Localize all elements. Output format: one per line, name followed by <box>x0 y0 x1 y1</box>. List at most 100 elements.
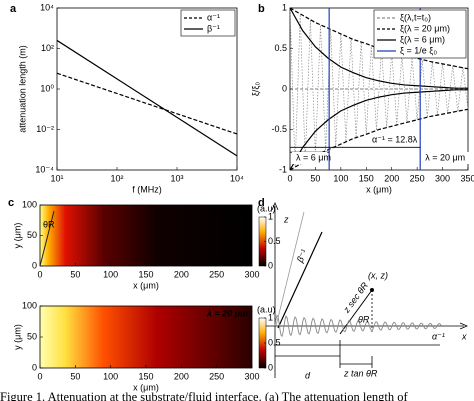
series-line <box>56 39 238 157</box>
colorbar-tick-label: 0.5 <box>268 337 281 347</box>
x-tick-label: 300 <box>244 371 259 381</box>
colorbar-unit: (a.u) <box>257 304 276 314</box>
legend-box <box>180 9 236 37</box>
x-axis-label: f (MHz) <box>132 184 162 194</box>
annotation-box <box>292 152 328 164</box>
series-line <box>56 72 238 135</box>
x-tick-label: 10¹ <box>50 173 63 183</box>
y-tick-label: 10⁻² <box>36 124 54 134</box>
x-axis-label: x (μm) <box>133 382 159 392</box>
angle-label: θR <box>43 219 55 229</box>
beta-label: β⁻¹ <box>294 248 309 265</box>
y-tick-label: 100 <box>22 300 37 310</box>
legend-label: ξ(λ = 20 μm) <box>400 23 450 33</box>
y-tick-label: 10⁰ <box>40 83 54 93</box>
colorbar-unit: (a.u) <box>257 203 276 213</box>
annotation: λ = 6 μm <box>296 152 331 162</box>
x-tick-label: 0 <box>287 173 292 183</box>
x-tick-label: 250 <box>209 269 224 279</box>
series-line <box>289 89 468 171</box>
y-axis-label: y (μm) <box>12 324 22 350</box>
x-tick-label: 50 <box>310 173 320 183</box>
x-axis-label: x (μm) <box>133 280 159 290</box>
point <box>370 288 374 292</box>
y-tick-label: 0 <box>282 83 287 93</box>
arrow <box>459 322 469 330</box>
x-tick-label: 10³ <box>170 173 183 183</box>
x-tick-label: 250 <box>410 173 425 183</box>
legend-label: ξ(λ,t=t₀) <box>400 12 431 22</box>
x-tick-label: 100 <box>333 173 348 183</box>
heatmap-label: λ = 20 μm <box>206 308 248 318</box>
tan-label: z tan θR <box>343 368 378 378</box>
theta-label: θR <box>358 314 370 324</box>
panel-label: b <box>258 3 265 15</box>
heatmap-label: λ = 6 μm <box>211 207 248 217</box>
x-tick-label: 10² <box>110 173 123 183</box>
ray-line <box>39 210 55 267</box>
series-line <box>289 7 469 167</box>
x-tick-label: 150 <box>138 371 153 381</box>
x-tick-label: 150 <box>138 269 153 279</box>
x-tick-label: 300 <box>244 269 259 279</box>
ray-line <box>275 211 305 327</box>
legend-label: ξ = 1/e ξ₀ <box>400 45 437 55</box>
y-tick-label: 50 <box>27 230 37 240</box>
x-tick-label: 150 <box>359 173 374 183</box>
sec-line <box>339 289 373 335</box>
y-tick-label: 0.5 <box>274 43 287 53</box>
x-tick-label: 0 <box>37 269 42 279</box>
z-label: z <box>283 214 289 224</box>
y-axis-label: y (μm) <box>12 223 22 249</box>
legend-label: α⁻¹ <box>207 12 220 22</box>
x-tick-label: 200 <box>174 371 189 381</box>
annotation: α⁻¹ = 12.8λ <box>372 135 418 145</box>
x-tick-label: 200 <box>174 269 189 279</box>
y-tick-label: 100 <box>22 199 37 209</box>
annotation-box <box>422 152 474 164</box>
y-tick-label: 0 <box>32 260 37 270</box>
heatmap <box>40 205 252 266</box>
y-tick-label: 50 <box>27 331 37 341</box>
x-tick-label: 50 <box>70 269 80 279</box>
y-tick-label: 1 <box>282 2 287 12</box>
x-tick-label: 10⁴ <box>230 173 244 183</box>
y-tick-label: 10⁴ <box>40 2 54 12</box>
y-tick-label: 0 <box>32 362 37 372</box>
x-tick-label: 50 <box>70 371 80 381</box>
x-tick-label: 100 <box>103 371 118 381</box>
x-tick-label: 200 <box>384 173 399 183</box>
x-tick-label: 0 <box>37 371 42 381</box>
y-axis-label: attenuation length (m) <box>17 45 27 133</box>
arrow <box>271 201 279 211</box>
d-label: d <box>305 370 311 380</box>
y-tick-label: 10² <box>41 43 54 53</box>
colorbar-tick-label: 1 <box>268 211 273 221</box>
x-axis-label: x (μm) <box>366 184 392 194</box>
y-tick-label: 10⁻⁴ <box>35 164 54 174</box>
legend-label: ξ(λ = 6 μm) <box>400 34 445 44</box>
x-tick-label: 250 <box>209 371 224 381</box>
panel-label: d <box>258 197 265 209</box>
beta-line <box>277 231 323 329</box>
panel-label: c <box>8 197 14 209</box>
y-axis-label: ξ/ξ₀ <box>250 82 260 97</box>
colorbar-tick-label: 1 <box>268 312 273 322</box>
x-tick-label: 300 <box>435 173 450 183</box>
point-label: (x, z) <box>368 270 388 280</box>
y-tick-label: -1 <box>279 164 287 174</box>
x-label: x <box>461 331 467 341</box>
colorbar-tick-label: 0.5 <box>268 236 281 246</box>
caption: Figure 1. Attenuation at the substrate/f… <box>0 390 408 401</box>
colorbar-tick-label: 0 <box>268 260 273 270</box>
series-line <box>289 7 468 89</box>
x-tick-label: 100 <box>103 269 118 279</box>
alpha-label: α⁻¹ <box>432 331 445 341</box>
wave <box>274 314 443 338</box>
legend-label: β⁻¹ <box>207 23 220 33</box>
colorbar-tick-label: 0 <box>268 362 273 372</box>
heatmap <box>40 306 252 368</box>
y-tick-label: -0.5 <box>271 124 287 134</box>
x-tick-label: 350 <box>460 173 474 183</box>
